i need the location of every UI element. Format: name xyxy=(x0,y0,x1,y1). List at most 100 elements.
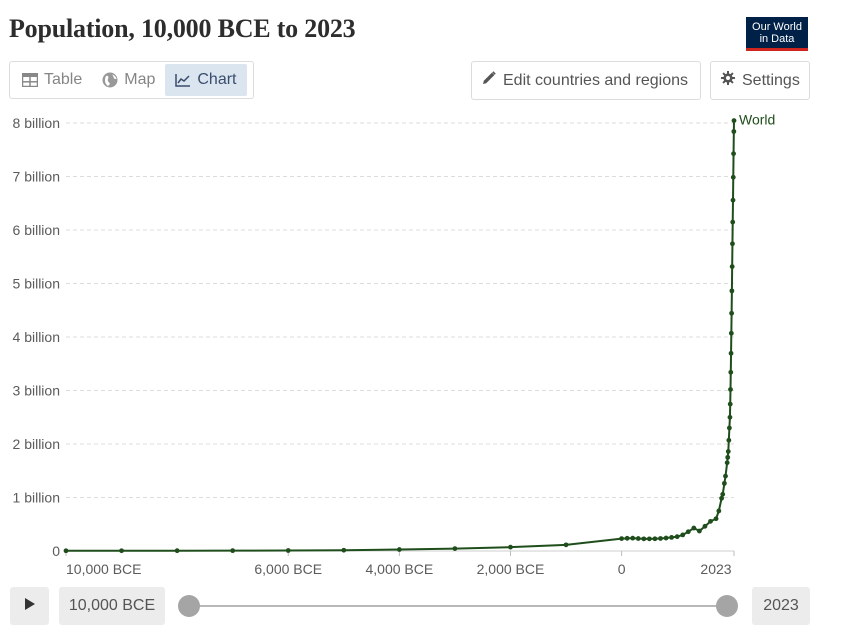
data-point[interactable] xyxy=(674,534,680,540)
data-point[interactable] xyxy=(685,529,691,535)
pencil-icon xyxy=(482,71,496,90)
data-point[interactable] xyxy=(725,454,731,460)
data-point[interactable] xyxy=(720,491,726,497)
logo-line-2: in Data xyxy=(759,33,795,45)
tab-chart[interactable]: Chart xyxy=(165,64,247,96)
x-tick-label: 10,000 BCE xyxy=(66,561,142,577)
data-point[interactable] xyxy=(730,174,736,180)
data-point[interactable] xyxy=(119,548,124,554)
timeline-end-label[interactable]: 2023 xyxy=(752,587,810,625)
edit-countries-label: Edit countries and regions xyxy=(503,71,688,89)
data-point[interactable] xyxy=(723,473,728,479)
y-tick-label: 3 billion xyxy=(13,383,60,399)
data-point[interactable] xyxy=(641,536,647,542)
series-label-world: World xyxy=(739,112,775,128)
y-tick-label: 1 billion xyxy=(13,490,60,506)
y-tick-label: 8 billion xyxy=(13,115,60,131)
y-tick-label: 7 billion xyxy=(13,169,60,185)
data-point[interactable] xyxy=(669,535,675,540)
x-tick-label: 2,000 BCE xyxy=(477,561,545,577)
line-chart-icon xyxy=(175,73,191,87)
data-point[interactable] xyxy=(230,548,236,554)
data-point[interactable] xyxy=(729,264,735,269)
data-point[interactable] xyxy=(726,437,732,443)
data-point[interactable] xyxy=(696,528,702,534)
data-point[interactable] xyxy=(646,536,652,542)
owid-logo[interactable]: Our World in Data xyxy=(746,17,808,51)
x-tick-label: 0 xyxy=(618,561,626,577)
data-point[interactable] xyxy=(174,548,180,554)
play-button[interactable] xyxy=(10,587,49,625)
data-point[interactable] xyxy=(729,288,735,294)
data-point[interactable] xyxy=(702,523,708,529)
timeline-controls: 10,000 BCE 2023 xyxy=(0,586,847,626)
data-point[interactable] xyxy=(680,532,686,538)
tab-table[interactable]: Table xyxy=(12,64,92,96)
x-tick-label: 2023 xyxy=(700,561,731,577)
data-point[interactable] xyxy=(719,495,725,501)
globe-icon xyxy=(102,72,118,88)
data-point[interactable] xyxy=(691,525,697,531)
data-point[interactable] xyxy=(731,151,736,157)
y-tick-label: 4 billion xyxy=(13,329,60,345)
data-point[interactable] xyxy=(652,536,658,542)
timeline-end-handle[interactable] xyxy=(716,595,738,617)
y-tick-label: 6 billion xyxy=(13,222,60,238)
data-point[interactable] xyxy=(726,425,732,431)
data-point[interactable] xyxy=(508,544,513,550)
play-icon xyxy=(24,597,36,616)
data-point[interactable] xyxy=(63,548,69,554)
tab-label: Chart xyxy=(197,71,237,88)
data-point[interactable] xyxy=(708,518,713,524)
data-point[interactable] xyxy=(728,330,734,336)
data-point[interactable] xyxy=(728,369,734,375)
data-point[interactable] xyxy=(716,508,722,514)
data-point[interactable] xyxy=(728,387,733,392)
settings-button[interactable]: Settings xyxy=(710,61,810,100)
data-point[interactable] xyxy=(727,401,733,407)
view-tabs: Table Map Chart xyxy=(9,61,254,99)
data-point[interactable] xyxy=(724,460,730,466)
logo-line-1: Our World xyxy=(752,21,802,33)
data-point[interactable] xyxy=(285,548,291,553)
population-line-chart[interactable]: 0 1 billion 2 billion 3 billion 4 billion 5 b… xyxy=(0,105,847,583)
y-tick-label: 0 xyxy=(52,543,60,559)
data-point[interactable] xyxy=(658,536,663,541)
timeline-track[interactable] xyxy=(189,605,727,607)
y-tick-label: 2 billion xyxy=(13,436,60,452)
data-point[interactable] xyxy=(341,547,347,553)
data-point[interactable] xyxy=(713,516,719,522)
y-tick-label: 5 billion xyxy=(13,276,60,292)
data-point[interactable] xyxy=(731,118,737,123)
tab-label: Table xyxy=(44,71,83,88)
data-point[interactable] xyxy=(731,129,737,134)
data-point[interactable] xyxy=(728,350,734,356)
x-tick-label: 4,000 BCE xyxy=(366,561,434,577)
timeline-start-handle[interactable] xyxy=(178,595,200,617)
tab-map[interactable]: Map xyxy=(92,64,165,96)
data-point[interactable] xyxy=(635,536,641,541)
table-icon xyxy=(22,73,38,87)
data-point[interactable] xyxy=(630,535,636,541)
data-point[interactable] xyxy=(725,449,731,454)
data-point[interactable] xyxy=(729,310,735,316)
page-title: Population, 10,000 BCE to 2023 xyxy=(9,14,356,43)
data-point[interactable] xyxy=(730,241,735,247)
data-point[interactable] xyxy=(663,535,669,541)
tab-label: Map xyxy=(124,71,156,88)
data-point[interactable] xyxy=(452,546,458,551)
x-tick-label: 6,000 BCE xyxy=(254,561,322,577)
data-point[interactable] xyxy=(619,536,625,541)
settings-label: Settings xyxy=(742,71,800,89)
gear-icon xyxy=(721,71,735,90)
data-point[interactable] xyxy=(730,197,736,203)
data-point[interactable] xyxy=(721,480,727,486)
data-point[interactable] xyxy=(396,547,402,552)
data-point[interactable] xyxy=(727,414,733,420)
data-point[interactable] xyxy=(563,542,569,548)
series-line-world xyxy=(65,120,735,552)
edit-countries-button[interactable]: Edit countries and regions xyxy=(471,61,701,100)
data-point[interactable] xyxy=(624,535,630,541)
timeline-start-label[interactable]: 10,000 BCE xyxy=(59,587,165,625)
data-point[interactable] xyxy=(730,219,736,225)
